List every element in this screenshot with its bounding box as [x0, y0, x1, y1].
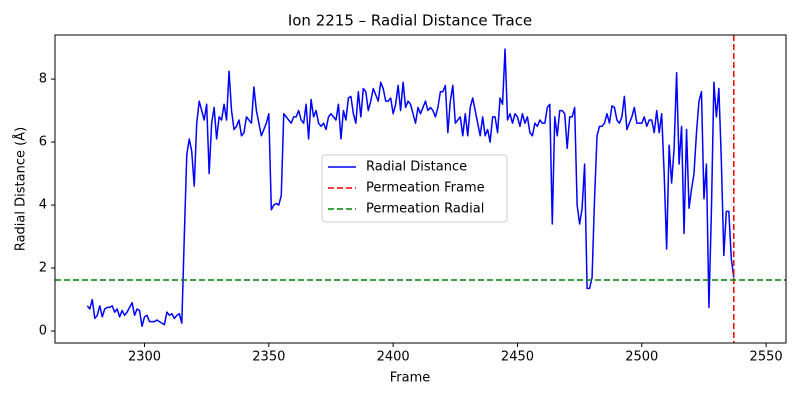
y-tick-label: 6	[39, 135, 47, 150]
legend-label: Permeation Radial	[366, 202, 484, 217]
legend-label: Radial Distance	[366, 160, 467, 175]
x-tick-label: 2500	[625, 350, 658, 365]
y-tick-label: 2	[39, 261, 47, 276]
legend-label: Permeation Frame	[366, 181, 485, 196]
plot-frame	[54, 34, 787, 344]
legend-box	[321, 154, 508, 223]
y-axis-label: Radial Distance (Å)	[13, 127, 29, 251]
x-tick-label: 2450	[501, 350, 534, 365]
x-axis-label: Frame	[390, 371, 431, 386]
chart-title: Ion 2215 – Radial Distance Trace	[288, 12, 532, 30]
y-tick-label: 4	[39, 198, 47, 213]
data-line	[86, 48, 735, 328]
x-tick-label: 2400	[377, 350, 410, 365]
x-tick-label: 2550	[750, 350, 783, 365]
x-tick-label: 2350	[252, 350, 285, 365]
y-tick-label: 0	[39, 324, 47, 339]
y-tick-label: 8	[39, 72, 47, 87]
x-tick-label: 2300	[128, 350, 161, 365]
